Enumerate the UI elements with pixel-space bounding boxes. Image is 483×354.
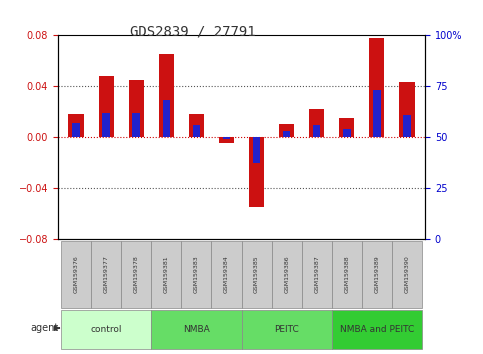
Text: GSM159388: GSM159388 bbox=[344, 256, 349, 293]
Bar bbox=[249, 137, 264, 207]
Bar bbox=[332, 241, 362, 308]
Bar bbox=[61, 310, 151, 349]
Bar bbox=[91, 241, 121, 308]
Bar bbox=[373, 90, 381, 137]
Bar bbox=[151, 310, 242, 349]
Bar bbox=[159, 55, 174, 137]
Text: GSM159390: GSM159390 bbox=[404, 256, 410, 293]
Bar bbox=[193, 125, 200, 137]
Text: PEITC: PEITC bbox=[274, 325, 299, 334]
Bar bbox=[69, 114, 84, 137]
Text: NMBA and PEITC: NMBA and PEITC bbox=[340, 325, 414, 334]
Text: GSM159386: GSM159386 bbox=[284, 256, 289, 293]
Bar bbox=[181, 241, 212, 308]
Text: GSM159378: GSM159378 bbox=[134, 256, 139, 293]
Bar bbox=[392, 241, 422, 308]
Bar bbox=[223, 137, 230, 139]
Bar bbox=[99, 76, 114, 137]
Text: GSM159387: GSM159387 bbox=[314, 256, 319, 293]
Bar bbox=[302, 241, 332, 308]
Bar bbox=[399, 82, 414, 137]
Text: GSM159383: GSM159383 bbox=[194, 256, 199, 293]
Text: control: control bbox=[90, 325, 122, 334]
Bar bbox=[162, 101, 170, 137]
Bar bbox=[271, 241, 302, 308]
Bar bbox=[151, 241, 181, 308]
Text: GSM159385: GSM159385 bbox=[254, 256, 259, 293]
Bar bbox=[219, 137, 234, 143]
Text: agent: agent bbox=[30, 323, 58, 333]
Bar bbox=[369, 38, 384, 137]
Bar bbox=[128, 80, 144, 137]
Bar bbox=[242, 241, 271, 308]
Bar bbox=[253, 137, 260, 164]
Text: GSM159381: GSM159381 bbox=[164, 256, 169, 293]
Bar bbox=[309, 109, 324, 137]
Bar bbox=[313, 125, 321, 137]
Text: NMBA: NMBA bbox=[183, 325, 210, 334]
Bar bbox=[362, 241, 392, 308]
Bar bbox=[189, 114, 204, 137]
Text: GSM159377: GSM159377 bbox=[103, 256, 109, 293]
Bar bbox=[212, 241, 242, 308]
Text: GSM159389: GSM159389 bbox=[374, 256, 380, 293]
Bar bbox=[279, 124, 294, 137]
Bar bbox=[339, 118, 355, 137]
Bar bbox=[61, 241, 91, 308]
Bar bbox=[403, 115, 411, 137]
Bar bbox=[242, 310, 332, 349]
Bar bbox=[343, 129, 351, 137]
Bar bbox=[121, 241, 151, 308]
Text: GSM159384: GSM159384 bbox=[224, 256, 229, 293]
Text: GDS2839 / 27791: GDS2839 / 27791 bbox=[130, 25, 256, 39]
Bar bbox=[102, 113, 110, 137]
Bar bbox=[72, 123, 80, 137]
Text: GSM159376: GSM159376 bbox=[73, 256, 79, 293]
Bar bbox=[283, 131, 290, 137]
Bar bbox=[132, 113, 140, 137]
Bar bbox=[332, 310, 422, 349]
